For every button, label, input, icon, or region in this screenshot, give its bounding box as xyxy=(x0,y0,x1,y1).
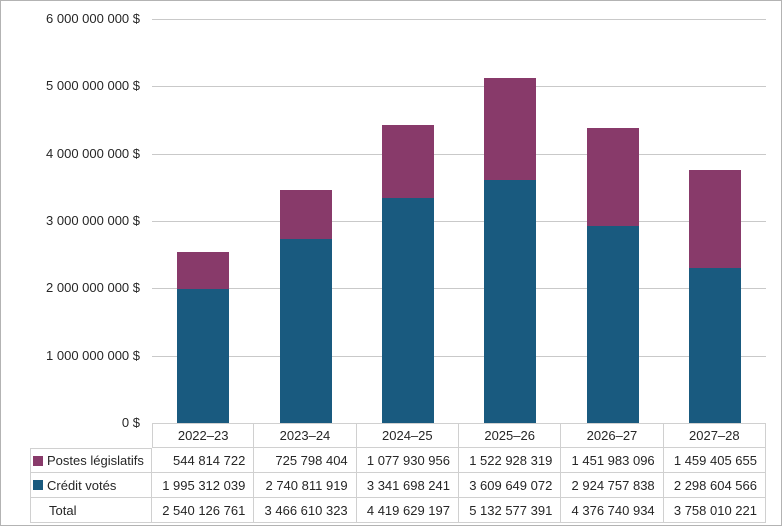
bar-segment-postes-legislatifs xyxy=(279,189,332,239)
table-cell: 1 077 930 956 xyxy=(356,448,459,473)
table-cell: 1 522 928 319 xyxy=(459,448,562,473)
table-cell: 5 132 577 391 xyxy=(459,498,562,523)
bar-segment-credit-votes xyxy=(484,180,537,423)
y-axis-tick-label: 6 000 000 000 $ xyxy=(46,11,140,26)
table-header-year: 2027–28 xyxy=(663,423,766,448)
table-cell: 544 814 722 xyxy=(152,448,255,473)
bar-segment-credit-votes xyxy=(177,288,230,423)
table-cell: 1 995 312 039 xyxy=(152,473,255,498)
table-cell: 3 341 698 241 xyxy=(356,473,459,498)
y-axis-tick-label: 1 000 000 000 $ xyxy=(46,348,140,363)
legend-swatch-credit-votes xyxy=(33,480,43,490)
y-axis-tick-label: 2 000 000 000 $ xyxy=(46,280,140,295)
table-cell: 2 298 604 566 xyxy=(663,473,766,498)
bar-segment-postes-legislatifs xyxy=(381,125,434,198)
table-cell: 3 758 010 221 xyxy=(663,498,766,523)
table-cell: 3 466 610 323 xyxy=(254,498,357,523)
table-cell: 3 609 649 072 xyxy=(459,473,562,498)
table-cell: 2 924 757 838 xyxy=(561,473,664,498)
legend-row-label-credit-votes: Crédit votés xyxy=(30,473,152,498)
row-label-text: Postes législatifs xyxy=(47,453,144,468)
y-axis-tick-label: 4 000 000 000 $ xyxy=(46,146,140,161)
y-axis-tick-label: 5 000 000 000 $ xyxy=(46,78,140,93)
gridline xyxy=(152,154,766,155)
legend-row-label-postes-legislatifs: Postes législatifs xyxy=(30,448,152,473)
plot-area xyxy=(152,19,766,423)
gridline xyxy=(152,86,766,87)
table-cell: 4 376 740 934 xyxy=(561,498,664,523)
table-header-year: 2023–24 xyxy=(254,423,357,448)
data-table: 2022–23 2023–24 2024–25 2025–26 2026–27 … xyxy=(30,423,766,523)
legend-swatch-postes-legislatifs xyxy=(33,455,43,466)
gridline xyxy=(152,288,766,289)
table-cell: 2 740 811 919 xyxy=(254,473,357,498)
y-axis-tick-label: 3 000 000 000 $ xyxy=(46,213,140,228)
bar-segment-credit-votes xyxy=(381,198,434,423)
table-corner-blank xyxy=(30,423,152,448)
gridline xyxy=(152,356,766,357)
table-cell: 725 798 404 xyxy=(254,448,357,473)
table-cell: 1 451 983 096 xyxy=(561,448,664,473)
table-cell: 4 419 629 197 xyxy=(356,498,459,523)
table-header-year: 2024–25 xyxy=(356,423,459,448)
bar-segment-postes-legislatifs xyxy=(484,77,537,180)
table-header-year: 2026–27 xyxy=(561,423,664,448)
bar-segment-postes-legislatifs xyxy=(177,251,230,289)
bar-segment-credit-votes xyxy=(279,238,332,423)
table-header-year: 2022–23 xyxy=(152,423,255,448)
bar-segment-credit-votes xyxy=(688,268,741,423)
table-cell: 1 459 405 655 xyxy=(663,448,766,473)
bar-segment-postes-legislatifs xyxy=(586,128,639,227)
row-label-text: Total xyxy=(49,502,77,518)
bar-segment-postes-legislatifs xyxy=(688,169,741,269)
row-label-text: Crédit votés xyxy=(47,477,117,493)
gridline xyxy=(152,221,766,222)
row-label-total: Total xyxy=(30,498,152,523)
gridline xyxy=(152,19,766,20)
table-header-year: 2025–26 xyxy=(459,423,562,448)
bar-segment-credit-votes xyxy=(586,226,639,423)
y-axis-tick-label: 0 $ xyxy=(121,415,140,430)
table-cell: 2 540 126 761 xyxy=(152,498,255,523)
